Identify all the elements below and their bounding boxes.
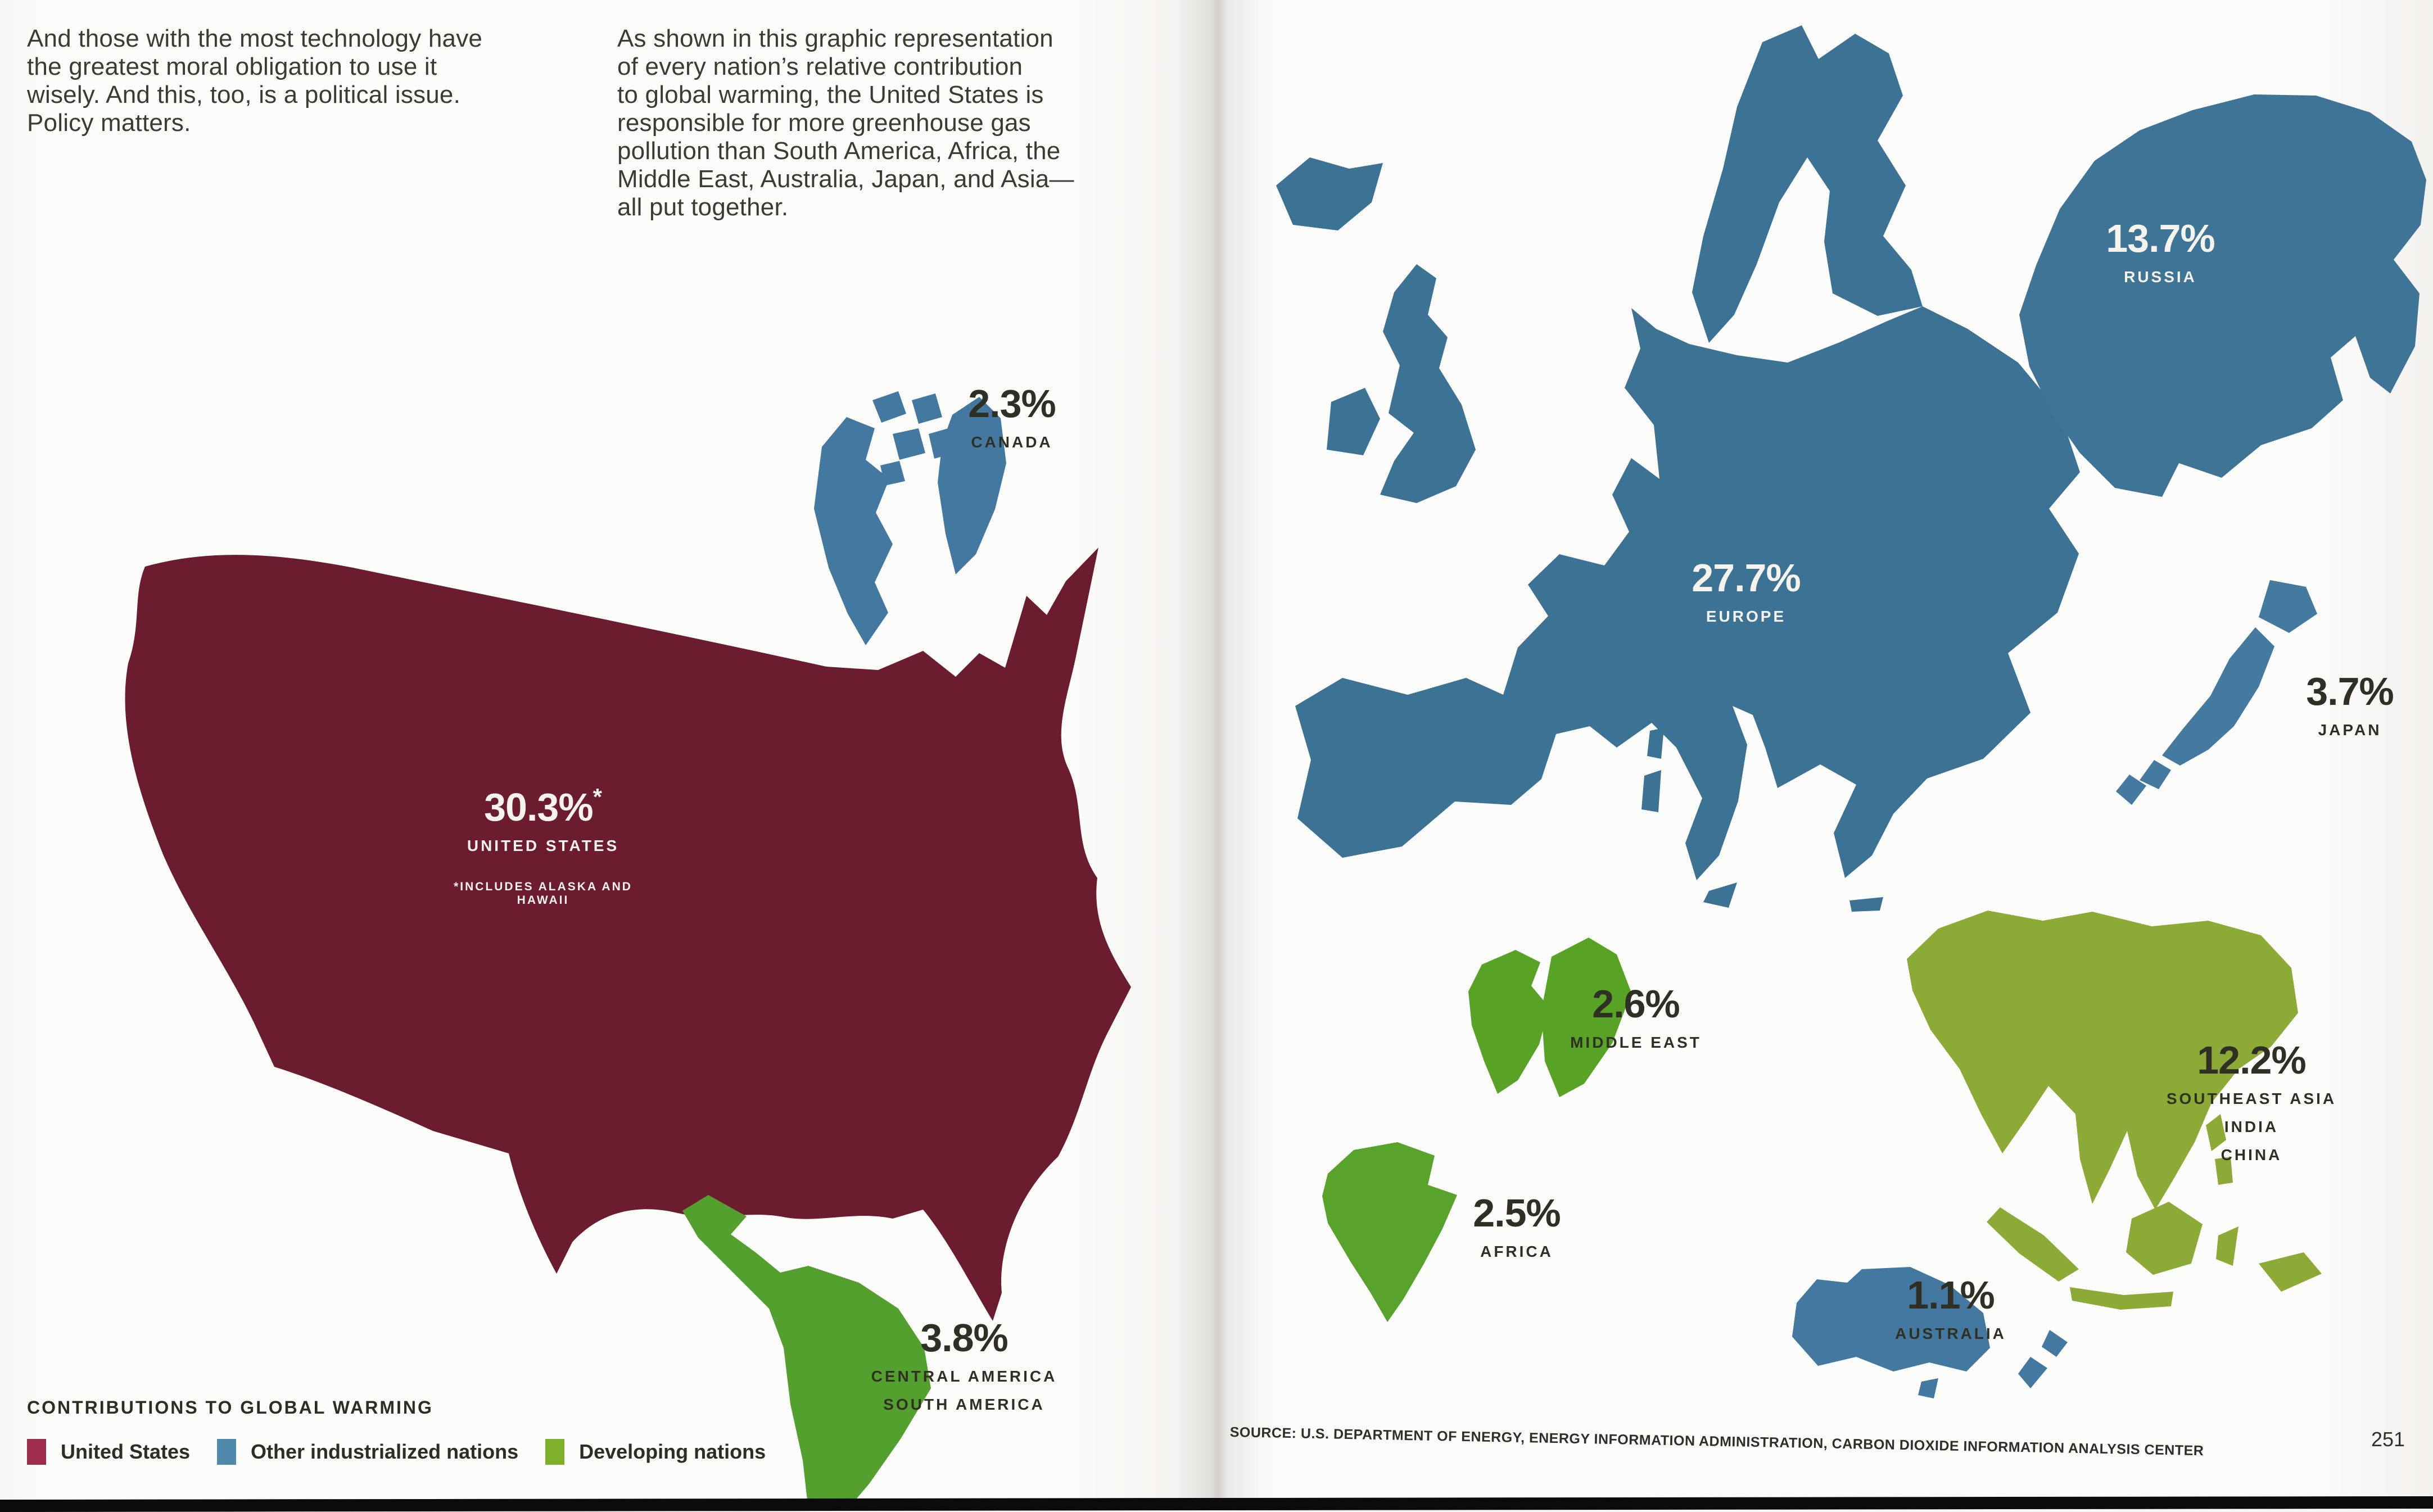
legend-item-united-states: United States xyxy=(27,1439,190,1465)
region-name: UNITED STATES xyxy=(467,837,619,854)
region-shape-middle-east xyxy=(1468,938,1631,1097)
legend-label-developing-nations: Developing nations xyxy=(579,1440,766,1463)
region-name: AFRICA xyxy=(1480,1243,1553,1260)
legend-label-other-industrialized-nations: Other industrialized nations xyxy=(251,1440,519,1463)
region-name: INDIA xyxy=(2224,1118,2279,1135)
legend-swatch-united-states xyxy=(27,1439,46,1465)
region-shape-japan xyxy=(2116,580,2317,805)
region-label-middle-east: 2.6% MIDDLE EAST xyxy=(1552,984,1720,1057)
region-name: AUSTRALIA xyxy=(1895,1325,2006,1342)
region-shape-southeast-asia-india-china xyxy=(1907,911,2322,1310)
legend-swatch-other-industrialized-nations xyxy=(217,1439,237,1465)
region-shape-australia xyxy=(1792,1267,2068,1398)
pct-value: 2.6% xyxy=(1592,982,1680,1026)
pct-value: 13.7% xyxy=(2106,216,2215,260)
pct-value: 2.5% xyxy=(1473,1191,1561,1235)
region-shape-central-south-america xyxy=(682,1195,931,1510)
us-footnote: *INCLUDES ALASKA AND HAWAII xyxy=(454,880,632,907)
region-label-japan: 3.7% JAPAN xyxy=(2265,671,2433,744)
chart-title: CONTRIBUTIONS TO GLOBAL WARMING xyxy=(27,1397,433,1418)
body-text-left: And those with the most technology have … xyxy=(27,25,483,137)
pct-value: 30.3%* xyxy=(484,784,602,829)
legend-item-developing-nations: Developing nations xyxy=(545,1439,766,1465)
page-number: 251 xyxy=(2371,1428,2405,1451)
region-label-australia: 1.1% AUSTRALIA xyxy=(1866,1275,2035,1348)
region-label-canada: 2.3% CANADA xyxy=(928,383,1096,456)
region-label-europe: 27.7% EUROPE xyxy=(1662,558,1830,631)
pct-value: 3.7% xyxy=(2306,669,2394,713)
region-label-united-states: 30.3%* UNITED STATES *INCLUDES ALASKA AN… xyxy=(431,777,655,907)
legend-label-united-states: United States xyxy=(61,1440,191,1463)
body-text-right: As shown in this graphic representation … xyxy=(617,25,1074,221)
legend-item-other-industrialized-nations: Other industrialized nations xyxy=(217,1439,518,1465)
region-label-russia: 13.7% RUSSIA xyxy=(2076,218,2245,291)
region-name: CENTRAL AMERICA xyxy=(871,1368,1057,1385)
legend-swatch-developing-nations xyxy=(545,1439,565,1465)
region-label-africa: 2.5% AFRICA xyxy=(1432,1193,1601,1266)
pct-value: 1.1% xyxy=(1907,1273,1995,1317)
region-name: CANADA xyxy=(971,433,1053,451)
region-shape-russia xyxy=(2019,94,2426,497)
region-name: SOUTHEAST ASIA xyxy=(2166,1090,2337,1107)
region-name: CHINA xyxy=(2221,1146,2282,1164)
region-label-southeast-asia-india-china: 12.2% SOUTHEAST ASIA INDIA CHINA xyxy=(2139,1040,2364,1169)
region-shape-europe xyxy=(1276,25,2080,912)
legend: United States Other industrialized natio… xyxy=(27,1439,793,1465)
pct-value: 12.2% xyxy=(2197,1038,2306,1082)
pct-value: 2.3% xyxy=(968,382,1056,425)
region-name: EUROPE xyxy=(1706,608,1787,625)
region-name: MIDDLE EAST xyxy=(1570,1034,1702,1051)
region-shape-canada xyxy=(814,391,1006,645)
region-name: JAPAN xyxy=(2318,721,2382,739)
region-name: RUSSIA xyxy=(2124,268,2197,286)
pct-value: 3.8% xyxy=(920,1316,1009,1360)
region-name: SOUTH AMERICA xyxy=(883,1396,1045,1413)
region-label-central-south-america: 3.8% CENTRAL AMERICA SOUTH AMERICA xyxy=(852,1318,1077,1419)
pct-value: 27.7% xyxy=(1692,556,1801,600)
region-shape-united-states xyxy=(125,547,1132,1321)
region-shape-africa xyxy=(1322,1142,1457,1322)
